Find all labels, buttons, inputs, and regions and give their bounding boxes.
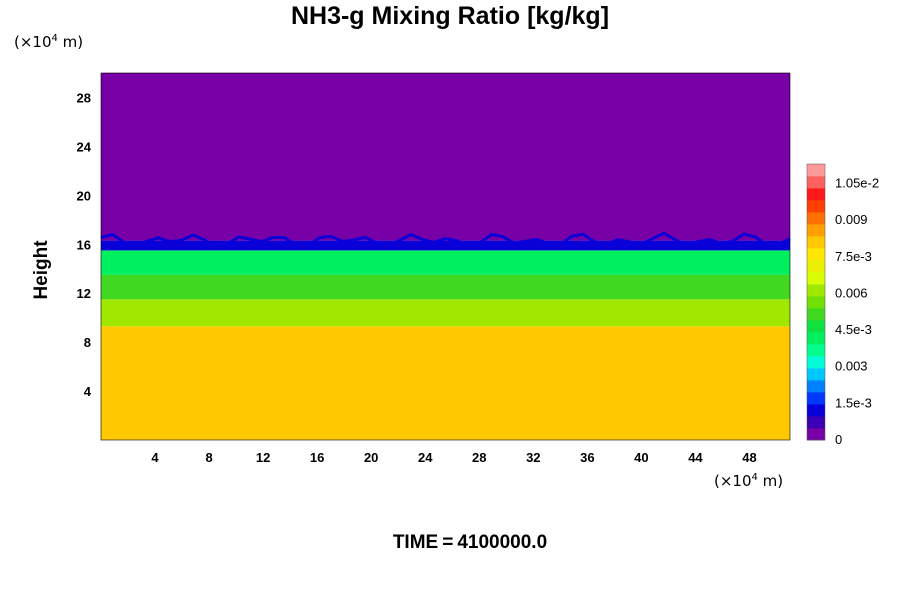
chart-title: NH3-g Mixing Ratio [kg/kg] xyxy=(290,2,610,30)
colorbar-swatch xyxy=(807,236,825,249)
x-tick-label: 16 xyxy=(310,450,324,465)
colorbar-swatch xyxy=(807,332,825,345)
x-tick-label: 8 xyxy=(205,450,212,465)
field-layer xyxy=(101,299,790,327)
colorbar-swatch xyxy=(807,260,825,273)
colorbar-swatch xyxy=(807,272,825,285)
y-tick-label: 16 xyxy=(77,237,91,252)
colorbar-tick-label: 0.006 xyxy=(835,285,868,300)
colorbar-frame xyxy=(806,163,826,441)
colorbar-tick-label: 1.5e-3 xyxy=(835,395,872,410)
colorbar-swatch xyxy=(807,224,825,237)
field-layer xyxy=(101,274,790,300)
y-tick-label: 20 xyxy=(77,188,91,203)
y-tick-label: 28 xyxy=(77,90,91,105)
y-tick-label: 24 xyxy=(77,139,92,154)
y-tick-label: 12 xyxy=(77,286,91,301)
field-layer xyxy=(101,73,790,241)
field-layer xyxy=(101,240,790,251)
colorbar-tick-label: 0 xyxy=(835,432,842,447)
colorbar-swatch xyxy=(807,308,825,321)
colorbar-tick-label: 1.05e-2 xyxy=(835,176,879,191)
colorbar-swatch xyxy=(807,320,825,333)
y-axis-ticks: 4 8 12 16 20 24 28 xyxy=(77,90,92,399)
time-label: TIME = 4100000.0 xyxy=(392,532,548,553)
colorbar-swatch xyxy=(807,392,825,405)
colorbar-tick-label: 0.003 xyxy=(835,359,868,374)
x-tick-label: 36 xyxy=(580,450,594,465)
x-tick-label: 32 xyxy=(526,450,540,465)
colorbar-swatch xyxy=(807,368,825,381)
field-layer xyxy=(101,250,790,275)
x-tick-label: 24 xyxy=(418,450,433,465)
colorbar-swatch xyxy=(807,428,825,441)
colorbar-swatch xyxy=(807,404,825,417)
x-tick-label: 48 xyxy=(742,450,756,465)
colorbar-tick-label: 4.5e-3 xyxy=(835,322,872,337)
colorbar-swatch xyxy=(807,200,825,213)
colorbar-tick-label: 0.009 xyxy=(835,212,868,227)
y-axis-unit: (×104 m) xyxy=(14,33,84,51)
y-tick-label: 8 xyxy=(84,335,91,350)
y-tick-label: 4 xyxy=(84,384,92,399)
colorbar: 0 1.5e-3 0.003 4.5e-3 0.006 7.5e-3 0.009 1.05e-… xyxy=(806,163,879,447)
colorbar-swatch xyxy=(807,296,825,309)
plot-area xyxy=(100,72,791,441)
colorbar-swatch xyxy=(807,212,825,225)
cloud-top-edge xyxy=(100,231,791,250)
colorbar-swatch xyxy=(807,284,825,297)
colorbar-swatch xyxy=(807,380,825,393)
colorbar-swatch xyxy=(807,164,825,177)
colorbar-swatch xyxy=(807,248,825,261)
x-axis-unit: (×104 m) xyxy=(714,472,784,490)
x-tick-label: 28 xyxy=(472,450,486,465)
x-axis-ticks: 4 8 12 16 20 24 28 32 36 40 44 48 xyxy=(151,450,756,465)
colorbar-swatch xyxy=(807,416,825,429)
colorbar-swatch xyxy=(807,176,825,189)
x-tick-label: 40 xyxy=(634,450,648,465)
colorbar-swatch xyxy=(807,344,825,357)
colorbar-swatch xyxy=(807,188,825,201)
plot-frame xyxy=(100,72,791,441)
colorbar-tick-label: 7.5e-3 xyxy=(835,249,872,264)
x-tick-label: 44 xyxy=(688,450,703,465)
field-layer xyxy=(101,326,790,440)
x-tick-label: 20 xyxy=(364,450,378,465)
colorbar-swatch xyxy=(807,356,825,369)
x-tick-label: 4 xyxy=(151,450,159,465)
x-tick-label: 12 xyxy=(256,450,270,465)
